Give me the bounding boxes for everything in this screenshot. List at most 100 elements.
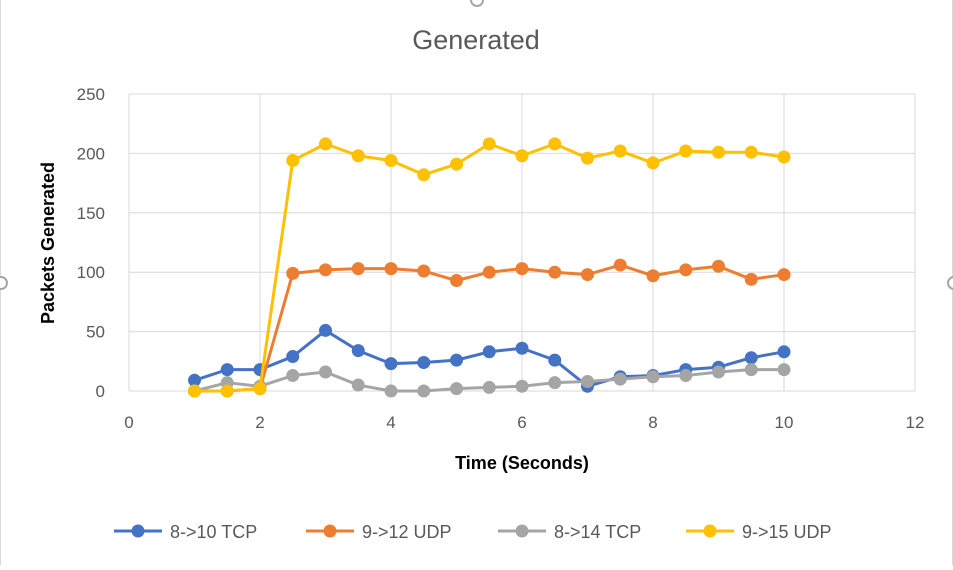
- data-point: [450, 157, 463, 171]
- x-axis-ticks: 0 2 4 6 8 10 12: [124, 413, 924, 432]
- data-point: [744, 363, 758, 377]
- data-point: [548, 265, 562, 279]
- legend-label: 9->15 UDP: [742, 522, 832, 542]
- data-point: [450, 353, 463, 367]
- legend-item[interactable]: 9->15 UDP: [686, 522, 832, 542]
- data-point: [384, 154, 398, 168]
- data-point: [712, 259, 725, 273]
- y-axis-ticks: 0 50 100 150 200 250: [77, 85, 105, 401]
- y-tick-label: 100: [77, 263, 105, 282]
- data-point: [220, 384, 234, 398]
- series-layer: [188, 137, 791, 398]
- legend-label: 9->12 UDP: [362, 522, 452, 542]
- data-point: [384, 262, 398, 276]
- data-point: [679, 144, 693, 158]
- data-point: [482, 137, 496, 151]
- data-point: [548, 353, 562, 367]
- data-point: [351, 378, 365, 392]
- data-point: [188, 373, 201, 387]
- legend[interactable]: 8->10 TCP 9->12 UDP 8->14 TCP 9->15 UDP: [114, 522, 832, 542]
- y-tick-label: 0: [96, 382, 105, 401]
- data-point: [417, 384, 431, 398]
- data-point: [581, 268, 594, 282]
- legend-dot-marker: [515, 524, 529, 538]
- data-point: [646, 269, 660, 283]
- data-point: [581, 151, 594, 165]
- data-point: [712, 145, 725, 159]
- data-point: [253, 382, 267, 396]
- data-point: [548, 137, 562, 151]
- data-point: [613, 372, 627, 386]
- data-point: [286, 154, 300, 168]
- data-point: [286, 266, 300, 280]
- y-tick-label: 200: [77, 144, 105, 163]
- legend-label: 8->14 TCP: [554, 522, 641, 542]
- data-point: [581, 374, 594, 388]
- data-point: [744, 272, 758, 286]
- data-point: [744, 145, 758, 159]
- data-point: [613, 144, 627, 158]
- data-point: [515, 262, 529, 276]
- x-tick-label: 12: [906, 413, 925, 432]
- legend-label: 8->10 TCP: [170, 522, 257, 542]
- data-point: [351, 262, 365, 276]
- data-point: [744, 351, 758, 365]
- y-tick-label: 50: [86, 323, 105, 342]
- legend-item[interactable]: 8->10 TCP: [114, 522, 257, 542]
- data-point: [450, 274, 463, 288]
- legend-item[interactable]: 9->12 UDP: [306, 522, 452, 542]
- y-tick-label: 150: [77, 204, 105, 223]
- data-point: [351, 149, 365, 163]
- data-point: [319, 323, 332, 337]
- data-point: [188, 384, 201, 398]
- legend-dot-marker: [323, 524, 337, 538]
- data-point: [679, 369, 693, 383]
- data-point: [286, 350, 300, 364]
- data-point: [417, 355, 431, 369]
- x-tick-label: 2: [255, 413, 264, 432]
- data-point: [482, 265, 496, 279]
- x-tick-label: 6: [517, 413, 526, 432]
- x-tick-label: 10: [775, 413, 794, 432]
- y-axis-title: Packets Generated: [38, 162, 58, 324]
- data-point: [548, 376, 562, 390]
- series-line: [194, 263, 785, 393]
- data-point: [417, 168, 431, 182]
- data-point: [384, 384, 398, 398]
- data-point: [515, 341, 529, 355]
- data-point: [220, 363, 234, 377]
- x-tick-label: 8: [648, 413, 657, 432]
- data-point: [515, 379, 529, 393]
- y-tick-label: 250: [77, 85, 105, 104]
- resize-handle-top[interactable]: [470, 0, 484, 7]
- data-point: [646, 370, 660, 384]
- series-group: [188, 137, 791, 398]
- chart-title: Generated: [412, 25, 540, 55]
- resize-handle-left[interactable]: [0, 276, 8, 290]
- data-point: [712, 365, 725, 379]
- data-point: [450, 382, 463, 396]
- data-point: [319, 137, 332, 151]
- data-point: [777, 345, 791, 359]
- resize-handle-right[interactable]: [947, 276, 953, 290]
- data-point: [319, 365, 332, 379]
- data-point: [679, 263, 693, 277]
- data-point: [646, 156, 660, 170]
- data-point: [319, 263, 332, 277]
- legend-dot-marker: [703, 524, 717, 538]
- x-tick-label: 0: [124, 413, 133, 432]
- data-point: [482, 380, 496, 394]
- x-axis-title: Time (Seconds): [455, 453, 589, 473]
- legend-item[interactable]: 8->14 TCP: [498, 522, 641, 542]
- data-point: [482, 345, 496, 359]
- data-point: [777, 363, 791, 377]
- data-point: [286, 369, 300, 383]
- series-group: [188, 258, 791, 398]
- data-point: [417, 264, 431, 278]
- data-point: [777, 150, 791, 164]
- data-point: [613, 258, 627, 272]
- data-point: [777, 268, 791, 282]
- x-tick-label: 4: [386, 413, 395, 432]
